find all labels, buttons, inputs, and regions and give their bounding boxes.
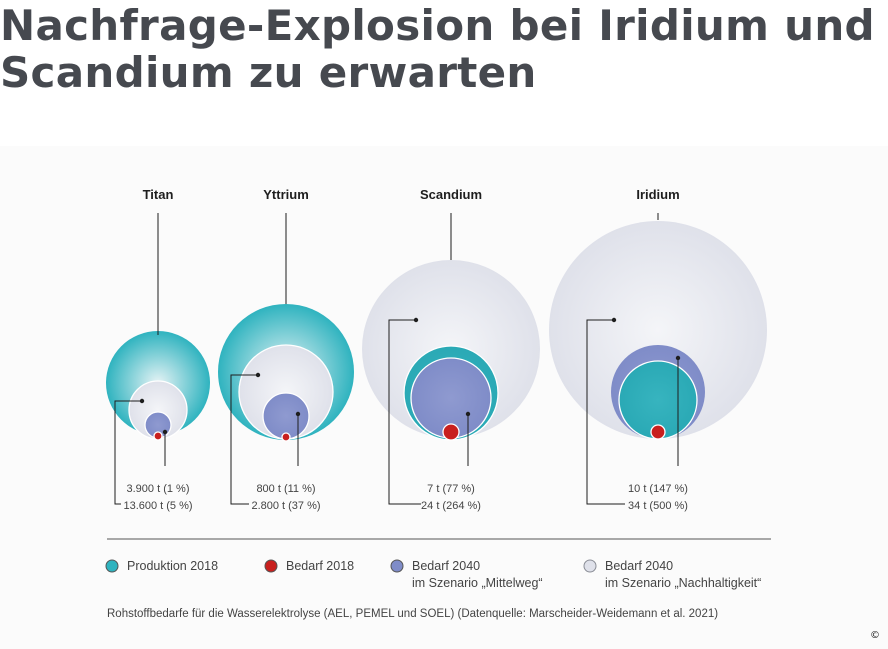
yttrium-leader-nachhaltigkeit [230,374,258,505]
scandium-leader-dot-mittelweg [465,411,471,417]
legend-label-bedarf-2040-mittelweg: Bedarf 2040 [412,559,480,573]
scandium-leader-dot-nachhaltigkeit [413,317,419,323]
legend-swatch-produktion-2018 [105,559,119,573]
titan-value-nachhaltigkeit: 13.600 t (5 %) [123,500,192,512]
legend-label-produktion-2018: Produktion 2018 [127,559,218,573]
page-title-line-2: Scandium zu erwarten [0,48,537,97]
titan-leader-nachhaltigkeit [114,400,142,505]
titan-leader-dot-nachhaltigkeit [139,398,145,404]
legend-label-bedarf-2040-nachhaltigkeit: Bedarf 2040 [605,559,673,573]
scandium-bedarf-2018-bubble [442,423,460,441]
page-title: Nachfrage-Explosion bei Iridium und Scand… [0,2,880,96]
yttrium-value-nachhaltigkeit: 2.800 t (37 %) [251,500,320,512]
iridium-bedarf-2018-bubble [650,424,666,440]
yttrium-leader-dot-mittelweg [295,411,301,417]
iridium-value-nachhaltigkeit: 34 t (500 %) [628,500,688,512]
legend-sublabel-bedarf-2040-nachhaltigkeit: im Szenario „Nachhaltigkeit“ [605,576,761,590]
bubble-layer [106,221,767,442]
yttrium-value-mittelweg: 800 t (11 %) [256,483,315,495]
chart-figure: Titan 3.900 t (1 %) 13.600 t (5 %) Yttrium 8… [0,146,888,649]
leader-line-layer [114,213,681,505]
yttrium-bedarf-2040-mittelweg-bubble [262,392,310,440]
legend-sublabel-bedarf-2040-mittelweg: im Szenario „Mittelweg“ [412,576,543,590]
iridium-leader-dot-mittelweg [675,355,681,361]
chart-caption: Rohstoffbedarfe für die Wasserelektrolys… [107,608,718,620]
legend-swatch-bedarf-2040-mittelweg [390,559,404,573]
legend-swatch-bedarf-2018 [264,559,278,573]
label-layer: Titan 3.900 t (1 %) 13.600 t (5 %) Yttrium 8… [123,187,688,512]
scandium-title: Scandium [420,187,482,202]
titan-title: Titan [143,187,174,202]
bubble-chart: Titan 3.900 t (1 %) 13.600 t (5 %) Yttrium 8… [105,187,771,620]
scandium-value-mittelweg: 7 t (77 %) [427,483,475,495]
titan-bedarf-2018-bubble [153,431,163,441]
yttrium-bedarf-2018-bubble [281,432,291,442]
scandium-value-nachhaltigkeit: 24 t (264 %) [421,500,481,512]
iridium-leader-nachhaltigkeit [586,319,625,505]
iridium-bedarf-2040-nachhaltigkeit-bubble [549,221,767,439]
legend-label-bedarf-2018: Bedarf 2018 [286,559,354,573]
scandium-leader-nachhaltigkeit [388,319,421,505]
page-title-line-1: Nachfrage-Explosion bei Iridium und [0,1,875,50]
iridium-value-mittelweg: 10 t (147 %) [628,483,688,495]
titan-value-mittelweg: 3.900 t (1 %) [127,483,190,495]
iridium-title: Iridium [636,187,679,202]
yttrium-title: Yttrium [263,187,309,202]
titan-leader-dot-mittelweg [162,429,168,435]
legend-swatch-bedarf-2040-nachhaltigkeit [583,559,597,573]
iridium-leader-dot-nachhaltigkeit [611,317,617,323]
copyright-mark: © [870,630,880,641]
legend: Produktion 2018 Bedarf 2018 Bedarf 2040 im … [105,559,761,590]
yttrium-leader-dot-nachhaltigkeit [255,372,261,378]
